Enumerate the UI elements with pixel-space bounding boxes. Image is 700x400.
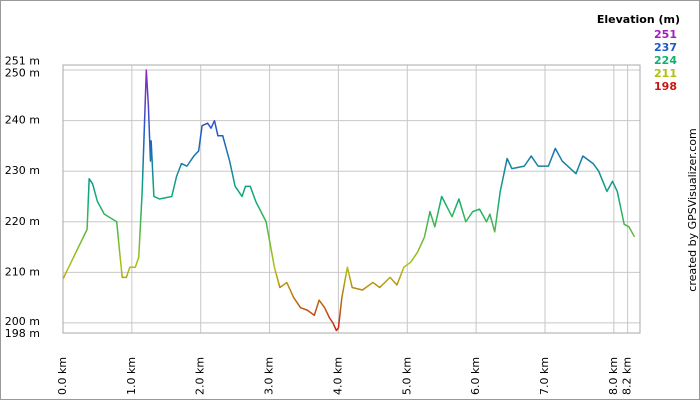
y-tick-label: 210 m <box>5 265 40 278</box>
legend-title: Elevation (m) <box>597 13 680 26</box>
y-tick-label: 230 m <box>5 164 40 177</box>
legend-value: 224 <box>654 54 677 67</box>
y-tick-label: 200 m <box>5 315 40 328</box>
legend-value: 237 <box>654 41 677 54</box>
x-tick-label: 8.0 km <box>607 357 620 395</box>
legend-value: 198 <box>654 80 677 93</box>
x-tick-label: 2.0 km <box>194 357 207 395</box>
y-tick-label: 220 m <box>5 215 40 228</box>
legend-value: 251 <box>654 28 677 41</box>
x-tick-label: 7.0 km <box>538 357 551 395</box>
plot-frame <box>62 64 641 334</box>
y-tick-label: 250 m <box>5 67 40 80</box>
x-tick-label: 1.0 km <box>125 357 138 395</box>
x-tick-label: 0.0 km <box>56 357 69 395</box>
x-tick-label: 8.2 km <box>621 357 634 395</box>
x-tick-label: 5.0 km <box>400 357 413 395</box>
credit: created by GPSVisualizer.com <box>686 128 699 291</box>
x-tick-label: 3.0 km <box>263 357 276 395</box>
y-tick-label: 198 m <box>5 327 40 340</box>
x-tick-label: 6.0 km <box>469 357 482 395</box>
y-tick-label: 251 m <box>5 55 40 68</box>
x-tick-label: 4.0 km <box>331 357 344 395</box>
elevation-line <box>62 69 636 332</box>
y-tick-label: 240 m <box>5 114 40 127</box>
legend-value: 211 <box>654 67 677 80</box>
